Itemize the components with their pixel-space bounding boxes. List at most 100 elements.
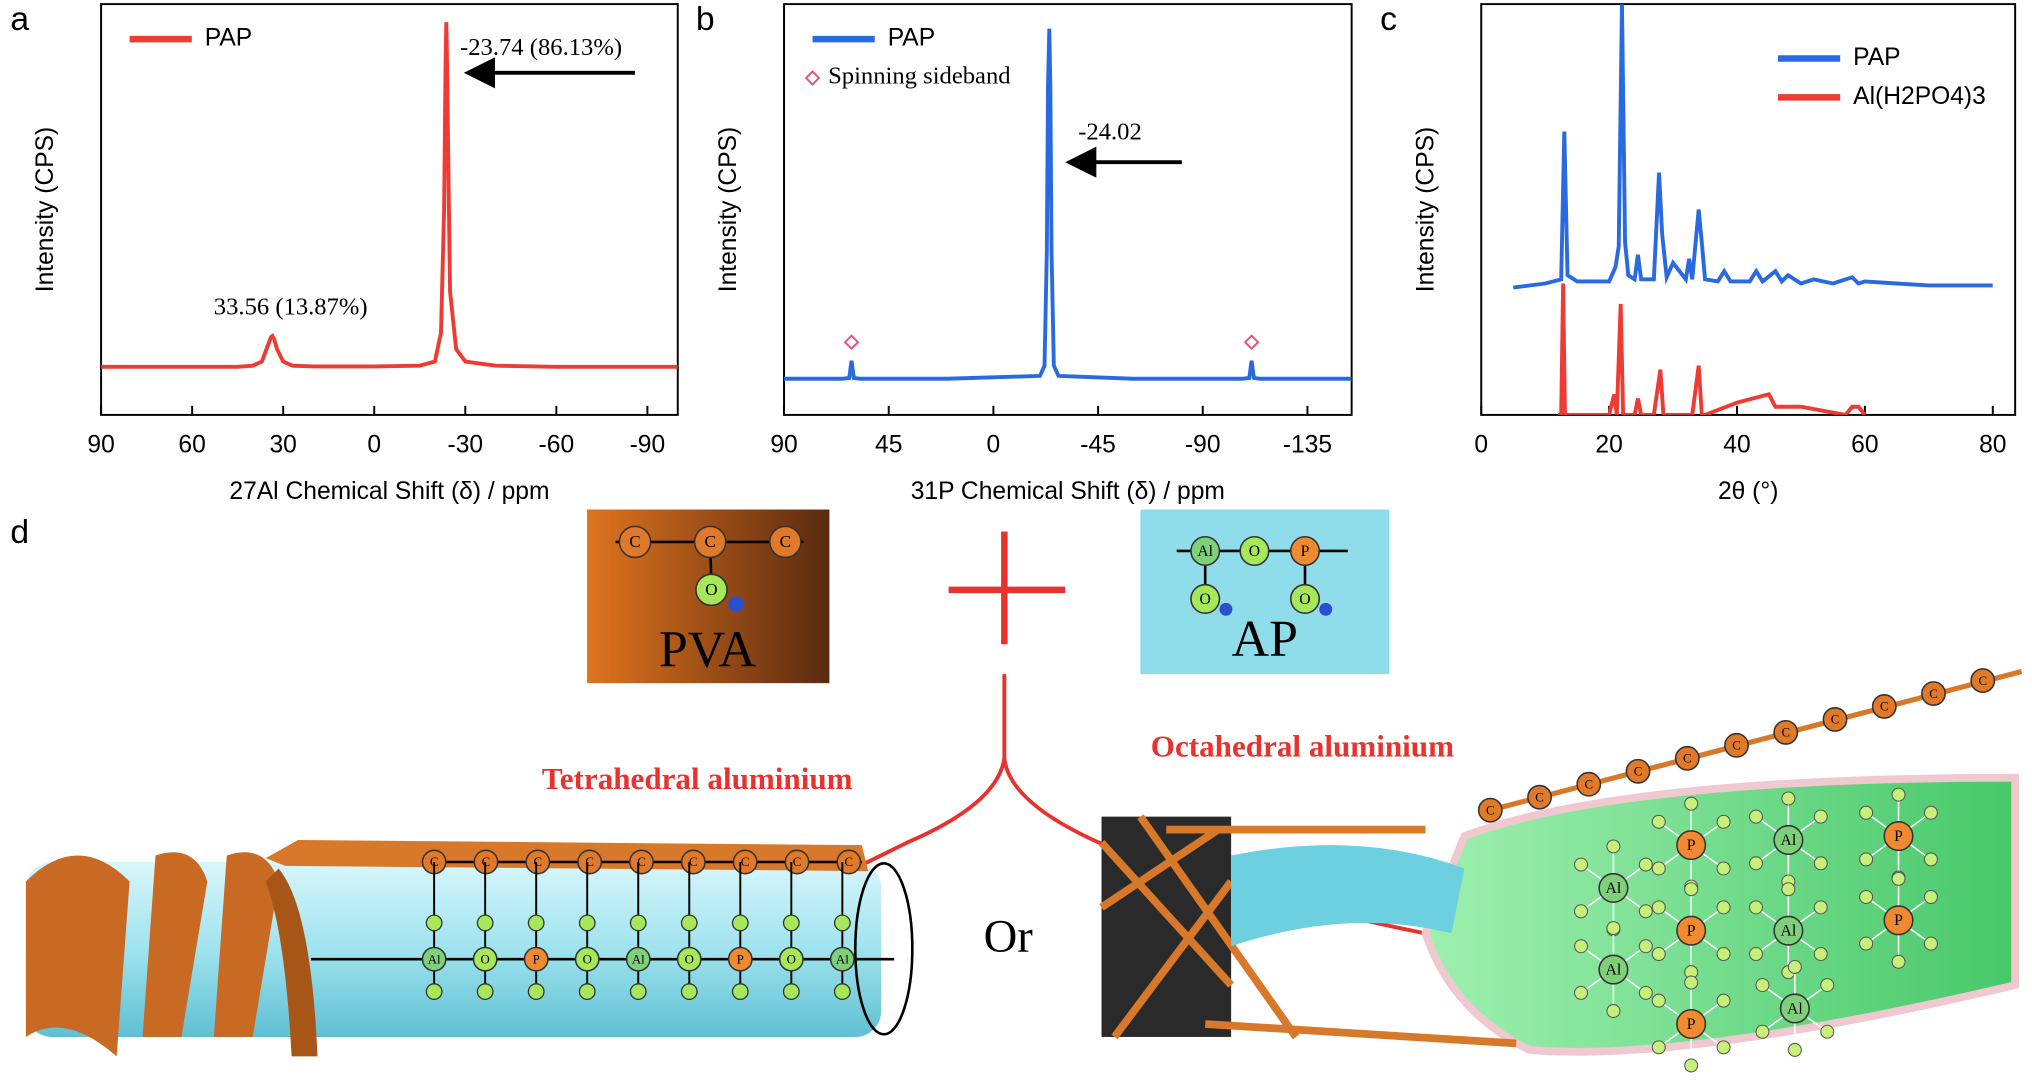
hydrogen — [1219, 602, 1233, 616]
atom-label: P — [1301, 543, 1310, 560]
peak-annotation: -24.02 — [1078, 118, 1142, 145]
oxygen — [1859, 852, 1874, 867]
atom-label: P — [1687, 923, 1696, 940]
atom — [1239, 535, 1270, 567]
atom-label: C — [1831, 713, 1840, 727]
atom-label: Al — [836, 952, 849, 966]
oxygen — [1638, 939, 1653, 954]
x-tick-label: -45 — [1080, 432, 1116, 459]
atom — [1883, 905, 1914, 936]
x-tick-label: 0 — [1474, 432, 1488, 459]
panel-label: c — [1380, 1, 1397, 38]
atom — [1676, 830, 1707, 861]
atom-label: Al — [1197, 543, 1213, 560]
atom-label: Al — [1606, 880, 1622, 897]
atom — [695, 573, 728, 607]
spiral — [213, 852, 279, 1037]
oxygen — [1891, 787, 1906, 802]
atom-label: C — [1634, 765, 1643, 779]
atom-label: P — [737, 952, 744, 966]
oxygen — [527, 914, 545, 932]
atom — [1871, 694, 1897, 719]
oxygen — [833, 983, 851, 1001]
atom — [1598, 872, 1629, 903]
oxygen — [1748, 809, 1763, 824]
plot-frame — [100, 3, 679, 416]
atom — [577, 849, 603, 875]
atom — [1773, 719, 1799, 745]
atom — [1773, 915, 1804, 946]
legend-label: PAP — [1853, 44, 1900, 71]
x-tick-label: -60 — [539, 432, 575, 459]
x-tick-label: -90 — [630, 432, 666, 459]
spectrum-line — [1557, 283, 1867, 415]
oxygen — [629, 914, 647, 932]
oxygen — [680, 983, 698, 1001]
atom — [1676, 1008, 1707, 1040]
atom — [727, 946, 753, 972]
atom — [693, 525, 727, 559]
oxygen — [1716, 861, 1731, 876]
oxygen — [1923, 889, 1938, 904]
oxygen — [1716, 947, 1731, 962]
oxygen — [629, 983, 647, 1001]
x-tick-label: 60 — [1851, 432, 1878, 459]
atom-label: C — [637, 855, 646, 869]
atom-label: C — [1585, 777, 1594, 791]
oxygen — [1606, 839, 1621, 854]
oxygen — [1859, 936, 1874, 951]
atom-label: O — [787, 952, 796, 966]
plot-frame — [1480, 3, 2017, 416]
atom-label: O — [1249, 543, 1260, 560]
x-tick-label: 0 — [987, 432, 1001, 459]
atom-label: P — [1687, 837, 1696, 854]
legend-label: Spinning sideband — [828, 63, 1011, 90]
spectrum-line — [784, 28, 1352, 381]
atom-label: C — [1486, 803, 1495, 817]
mode-title: Tetrahedral aluminium — [542, 761, 853, 796]
panel-label: b — [696, 1, 715, 38]
plot-frame — [783, 3, 1353, 416]
oxygen — [1813, 947, 1828, 962]
oxygen — [1748, 856, 1763, 871]
oxygen — [1859, 805, 1874, 820]
oxygen — [527, 983, 545, 1001]
box-label: AP — [1232, 611, 1298, 668]
oxygen — [1651, 1040, 1666, 1055]
atom — [1883, 821, 1914, 852]
atom — [472, 946, 498, 972]
atom-label: P — [533, 952, 540, 966]
oxygen — [1716, 993, 1731, 1008]
oxygen — [1755, 978, 1770, 993]
atom-label: Al — [428, 952, 441, 966]
oxygen — [833, 914, 851, 932]
atom — [1970, 668, 1996, 694]
atom-label: C — [1929, 687, 1938, 701]
box-label: PVA — [659, 622, 757, 679]
atom-label: Al — [1781, 923, 1797, 940]
tube-end — [854, 862, 914, 1036]
oxygen — [1716, 900, 1731, 915]
atom — [1289, 535, 1321, 567]
oxygen — [1820, 1024, 1835, 1039]
y-axis-label: Intensity (CPS) — [1412, 127, 1439, 292]
fibre-strands — [1098, 814, 1517, 1048]
atom-label: C — [845, 855, 854, 869]
oxygen — [731, 914, 749, 932]
x-tick-label: 80 — [1979, 432, 2006, 459]
oxygen — [1574, 985, 1589, 1000]
atom-label: C — [741, 855, 750, 869]
x-tick-label: 45 — [875, 432, 902, 459]
atom — [768, 525, 802, 559]
ap-box — [1140, 509, 1390, 675]
atom — [1190, 535, 1221, 567]
oxygen — [1638, 985, 1653, 1000]
atom — [829, 946, 855, 972]
x-tick-label: -135 — [1283, 432, 1332, 459]
atom-label: C — [629, 532, 640, 551]
oxygen — [1651, 947, 1666, 962]
oxygen — [1923, 852, 1938, 867]
atom — [629, 849, 654, 875]
atom — [1527, 784, 1552, 810]
x-tick-label: 20 — [1595, 432, 1622, 459]
